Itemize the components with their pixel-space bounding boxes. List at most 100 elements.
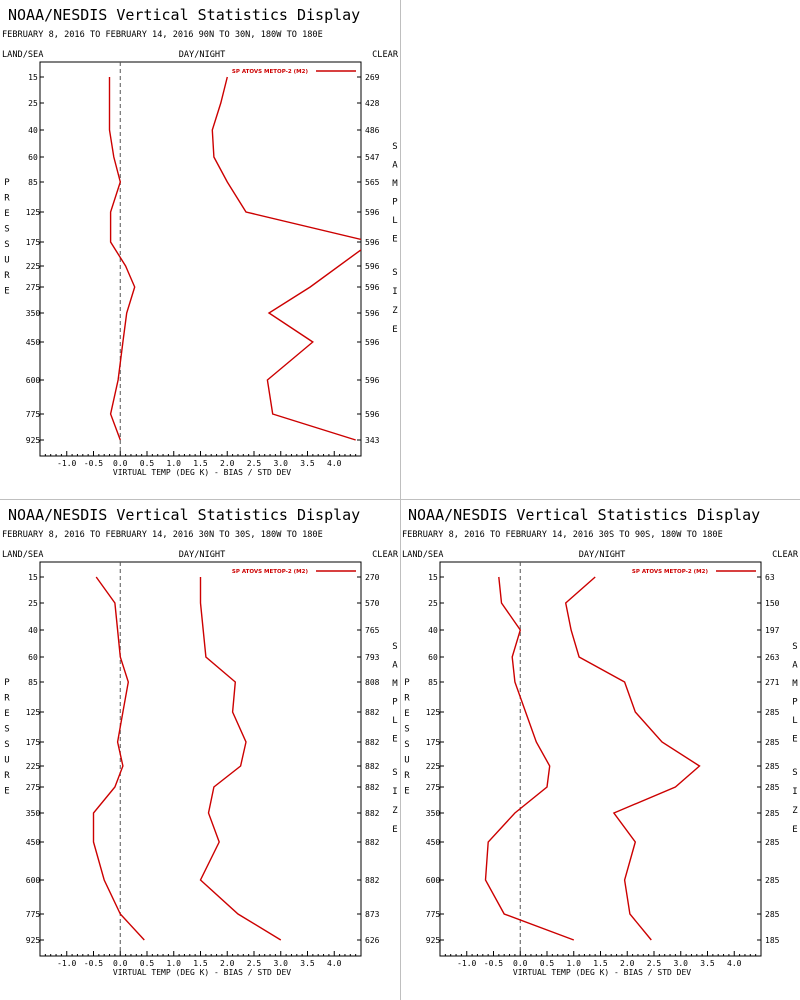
sample-size-label: 596 xyxy=(365,410,380,419)
size-axis-letter: S xyxy=(392,768,397,778)
pressure-axis-letter: U xyxy=(404,756,409,766)
legend-label: SP ATOVS METOP-2 (M2) xyxy=(632,569,709,575)
sample-axis-letter: M xyxy=(392,179,398,189)
sample-size-label: 285 xyxy=(765,910,780,919)
chart-title: NOAA/NESDIS Vertical Statistics Display xyxy=(8,6,360,24)
sample-size-label: 285 xyxy=(765,809,780,818)
sample-size-label: 343 xyxy=(365,436,380,445)
x-tick-label: 2.0 xyxy=(220,459,235,468)
x-axis-ticks xyxy=(439,951,762,956)
x-axis-title: VIRTUAL TEMP (DEG K) - BIAS / STD DEV xyxy=(113,468,291,477)
vertical-stats-chart: NOAA/NESDIS Vertical Statistics Display F… xyxy=(2,506,399,977)
x-tick-label: -0.5 xyxy=(84,959,103,968)
pressure-axis-letter: P xyxy=(4,678,10,688)
sample-axis-letter: M xyxy=(792,679,798,689)
x-tick-label: 2.0 xyxy=(220,959,235,968)
land-sea-label: LAND/SEA xyxy=(2,50,44,60)
sample-size-label: 596 xyxy=(365,338,380,347)
vertical-divider xyxy=(400,0,401,1000)
size-axis-letter: E xyxy=(392,325,397,335)
pressure-axis-letter: R xyxy=(4,271,10,281)
x-axis-title: VIRTUAL TEMP (DEG K) - BIAS / STD DEV xyxy=(113,968,291,977)
sample-size-label: 808 xyxy=(365,678,380,687)
x-tick-label: -1.0 xyxy=(457,959,476,968)
pressure-axis-letter: R xyxy=(4,194,10,204)
pressure-level-label: 60 xyxy=(28,653,38,662)
sample-axis-letter: A xyxy=(792,661,798,671)
sample-size-label: 285 xyxy=(765,708,780,717)
x-axis-title: VIRTUAL TEMP (DEG K) - BIAS / STD DEV xyxy=(513,968,691,977)
clear-label: CLEAR xyxy=(372,550,399,560)
pressure-level-label: 600 xyxy=(26,376,41,385)
sample-size-label: 428 xyxy=(365,99,380,108)
bias-line xyxy=(108,77,136,441)
sample-axis-letter: M xyxy=(392,679,398,689)
pressure-axis-letter: E xyxy=(4,787,9,797)
pressure-level-label: 925 xyxy=(426,936,441,945)
pressure-axis-letter: S xyxy=(404,725,409,735)
sample-size-label: 269 xyxy=(365,73,380,82)
sample-size-label: 882 xyxy=(365,838,380,847)
x-tick-label: 3.5 xyxy=(700,959,715,968)
pressure-level-label: 925 xyxy=(26,936,41,945)
sample-size-label: 882 xyxy=(365,783,380,792)
pressure-level-label: 225 xyxy=(426,762,441,771)
pressure-level-label: 85 xyxy=(28,178,38,187)
pressure-level-label: 25 xyxy=(28,599,38,608)
pressure-level-label: 40 xyxy=(28,626,38,635)
pressure-axis-letter: E xyxy=(404,709,409,719)
pressure-level-label: 125 xyxy=(26,708,41,717)
pressure-axis-letter: S xyxy=(4,725,9,735)
sample-size-label: 596 xyxy=(365,309,380,318)
sample-size-label: 547 xyxy=(365,153,380,162)
x-tick-label: 2.0 xyxy=(620,959,635,968)
pressure-axis-letter: R xyxy=(4,771,10,781)
pressure-level-label: 775 xyxy=(26,910,41,919)
pressure-axis-letter: R xyxy=(404,694,410,704)
x-tick-label: -1.0 xyxy=(57,459,76,468)
pressure-axis-letter: S xyxy=(4,240,9,250)
x-tick-label: 3.5 xyxy=(300,459,315,468)
chart-title: NOAA/NESDIS Vertical Statistics Display xyxy=(408,506,760,524)
pressure-axis-letter: S xyxy=(404,740,409,750)
plot-frame xyxy=(439,561,762,957)
pressure-level-label: 175 xyxy=(426,738,441,747)
pressure-axis-letter: U xyxy=(4,256,9,266)
sample-size-label: 596 xyxy=(365,376,380,385)
clear-label: CLEAR xyxy=(772,550,799,560)
pressure-level-label: 275 xyxy=(426,783,441,792)
day-night-label: DAY/NIGHT xyxy=(179,550,226,560)
pressure-axis-letter: E xyxy=(4,209,9,219)
pressure-axis-letter: R xyxy=(404,771,410,781)
x-tick-label: 1.5 xyxy=(193,959,208,968)
sample-size-label: 270 xyxy=(365,573,380,582)
sample-size-label: 882 xyxy=(365,809,380,818)
pressure-axis-letter: U xyxy=(4,756,9,766)
sample-size-label: 596 xyxy=(365,208,380,217)
panel-90n-30n: NOAA/NESDIS Vertical Statistics Display F… xyxy=(0,0,400,500)
sample-size-label: 626 xyxy=(365,936,380,945)
sample-axis-letter: P xyxy=(392,698,398,708)
size-axis-letter: I xyxy=(792,787,797,797)
x-tick-label: 1.0 xyxy=(567,959,582,968)
x-tick-label: 0.0 xyxy=(113,459,128,468)
sample-size-label: 150 xyxy=(765,599,780,608)
size-axis-letter: S xyxy=(792,768,797,778)
x-axis-ticks xyxy=(39,451,362,456)
sample-size-label: 793 xyxy=(365,653,380,662)
sample-axis-letter: E xyxy=(392,235,397,245)
pressure-axis-letter: S xyxy=(4,740,9,750)
pressure-level-label: 775 xyxy=(26,410,41,419)
sample-size-label: 486 xyxy=(365,126,380,135)
sample-size-label: 271 xyxy=(765,678,780,687)
legend-label: SP ATOVS METOP-2 (M2) xyxy=(232,69,309,75)
x-tick-label: 0.0 xyxy=(513,959,528,968)
day-night-label: DAY/NIGHT xyxy=(579,550,626,560)
x-tick-label: 0.5 xyxy=(540,959,555,968)
pressure-level-label: 40 xyxy=(428,626,438,635)
size-axis-letter: E xyxy=(392,825,397,835)
sample-axis-letter: E xyxy=(392,735,397,745)
